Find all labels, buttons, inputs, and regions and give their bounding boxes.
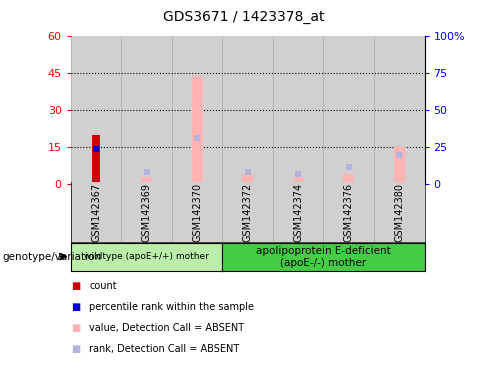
Bar [223,36,273,184]
Text: GSM142369: GSM142369 [142,183,152,242]
Point [92,146,100,152]
Point [142,169,150,175]
Bar [343,174,354,184]
Text: ■: ■ [71,281,80,291]
Text: GSM142370: GSM142370 [192,183,202,242]
Text: apolipoprotein E-deficient
(apoE-/-) mother: apolipoprotein E-deficient (apoE-/-) mot… [256,246,391,268]
Point [294,171,302,177]
Text: ■: ■ [71,302,80,312]
Point [395,152,403,158]
Text: ■: ■ [71,323,80,333]
Bar [141,177,152,184]
Bar [71,36,122,184]
Text: rank, Detection Call = ABSENT: rank, Detection Call = ABSENT [89,344,240,354]
Bar [324,36,374,184]
Bar [172,36,223,184]
Text: genotype/variation: genotype/variation [2,252,102,262]
Text: GSM142374: GSM142374 [293,183,303,242]
Text: GSM142367: GSM142367 [91,183,101,242]
Text: count: count [89,281,117,291]
Text: GSM142372: GSM142372 [243,182,253,242]
Text: GSM142380: GSM142380 [394,183,404,242]
Bar [192,76,203,184]
Bar [242,174,253,184]
Bar [374,36,425,184]
Bar [122,36,172,184]
Text: ■: ■ [71,344,80,354]
Text: percentile rank within the sample: percentile rank within the sample [89,302,254,312]
Bar [273,36,324,184]
Text: value, Detection Call = ABSENT: value, Detection Call = ABSENT [89,323,244,333]
Text: wildtype (apoE+/+) mother: wildtype (apoE+/+) mother [84,252,209,262]
Text: GSM142376: GSM142376 [344,183,354,242]
Text: GDS3671 / 1423378_at: GDS3671 / 1423378_at [163,10,325,23]
Point [193,136,201,142]
Point [244,169,252,175]
Bar [92,135,100,184]
Bar [293,178,304,184]
Bar [394,147,405,184]
Point [345,164,353,170]
